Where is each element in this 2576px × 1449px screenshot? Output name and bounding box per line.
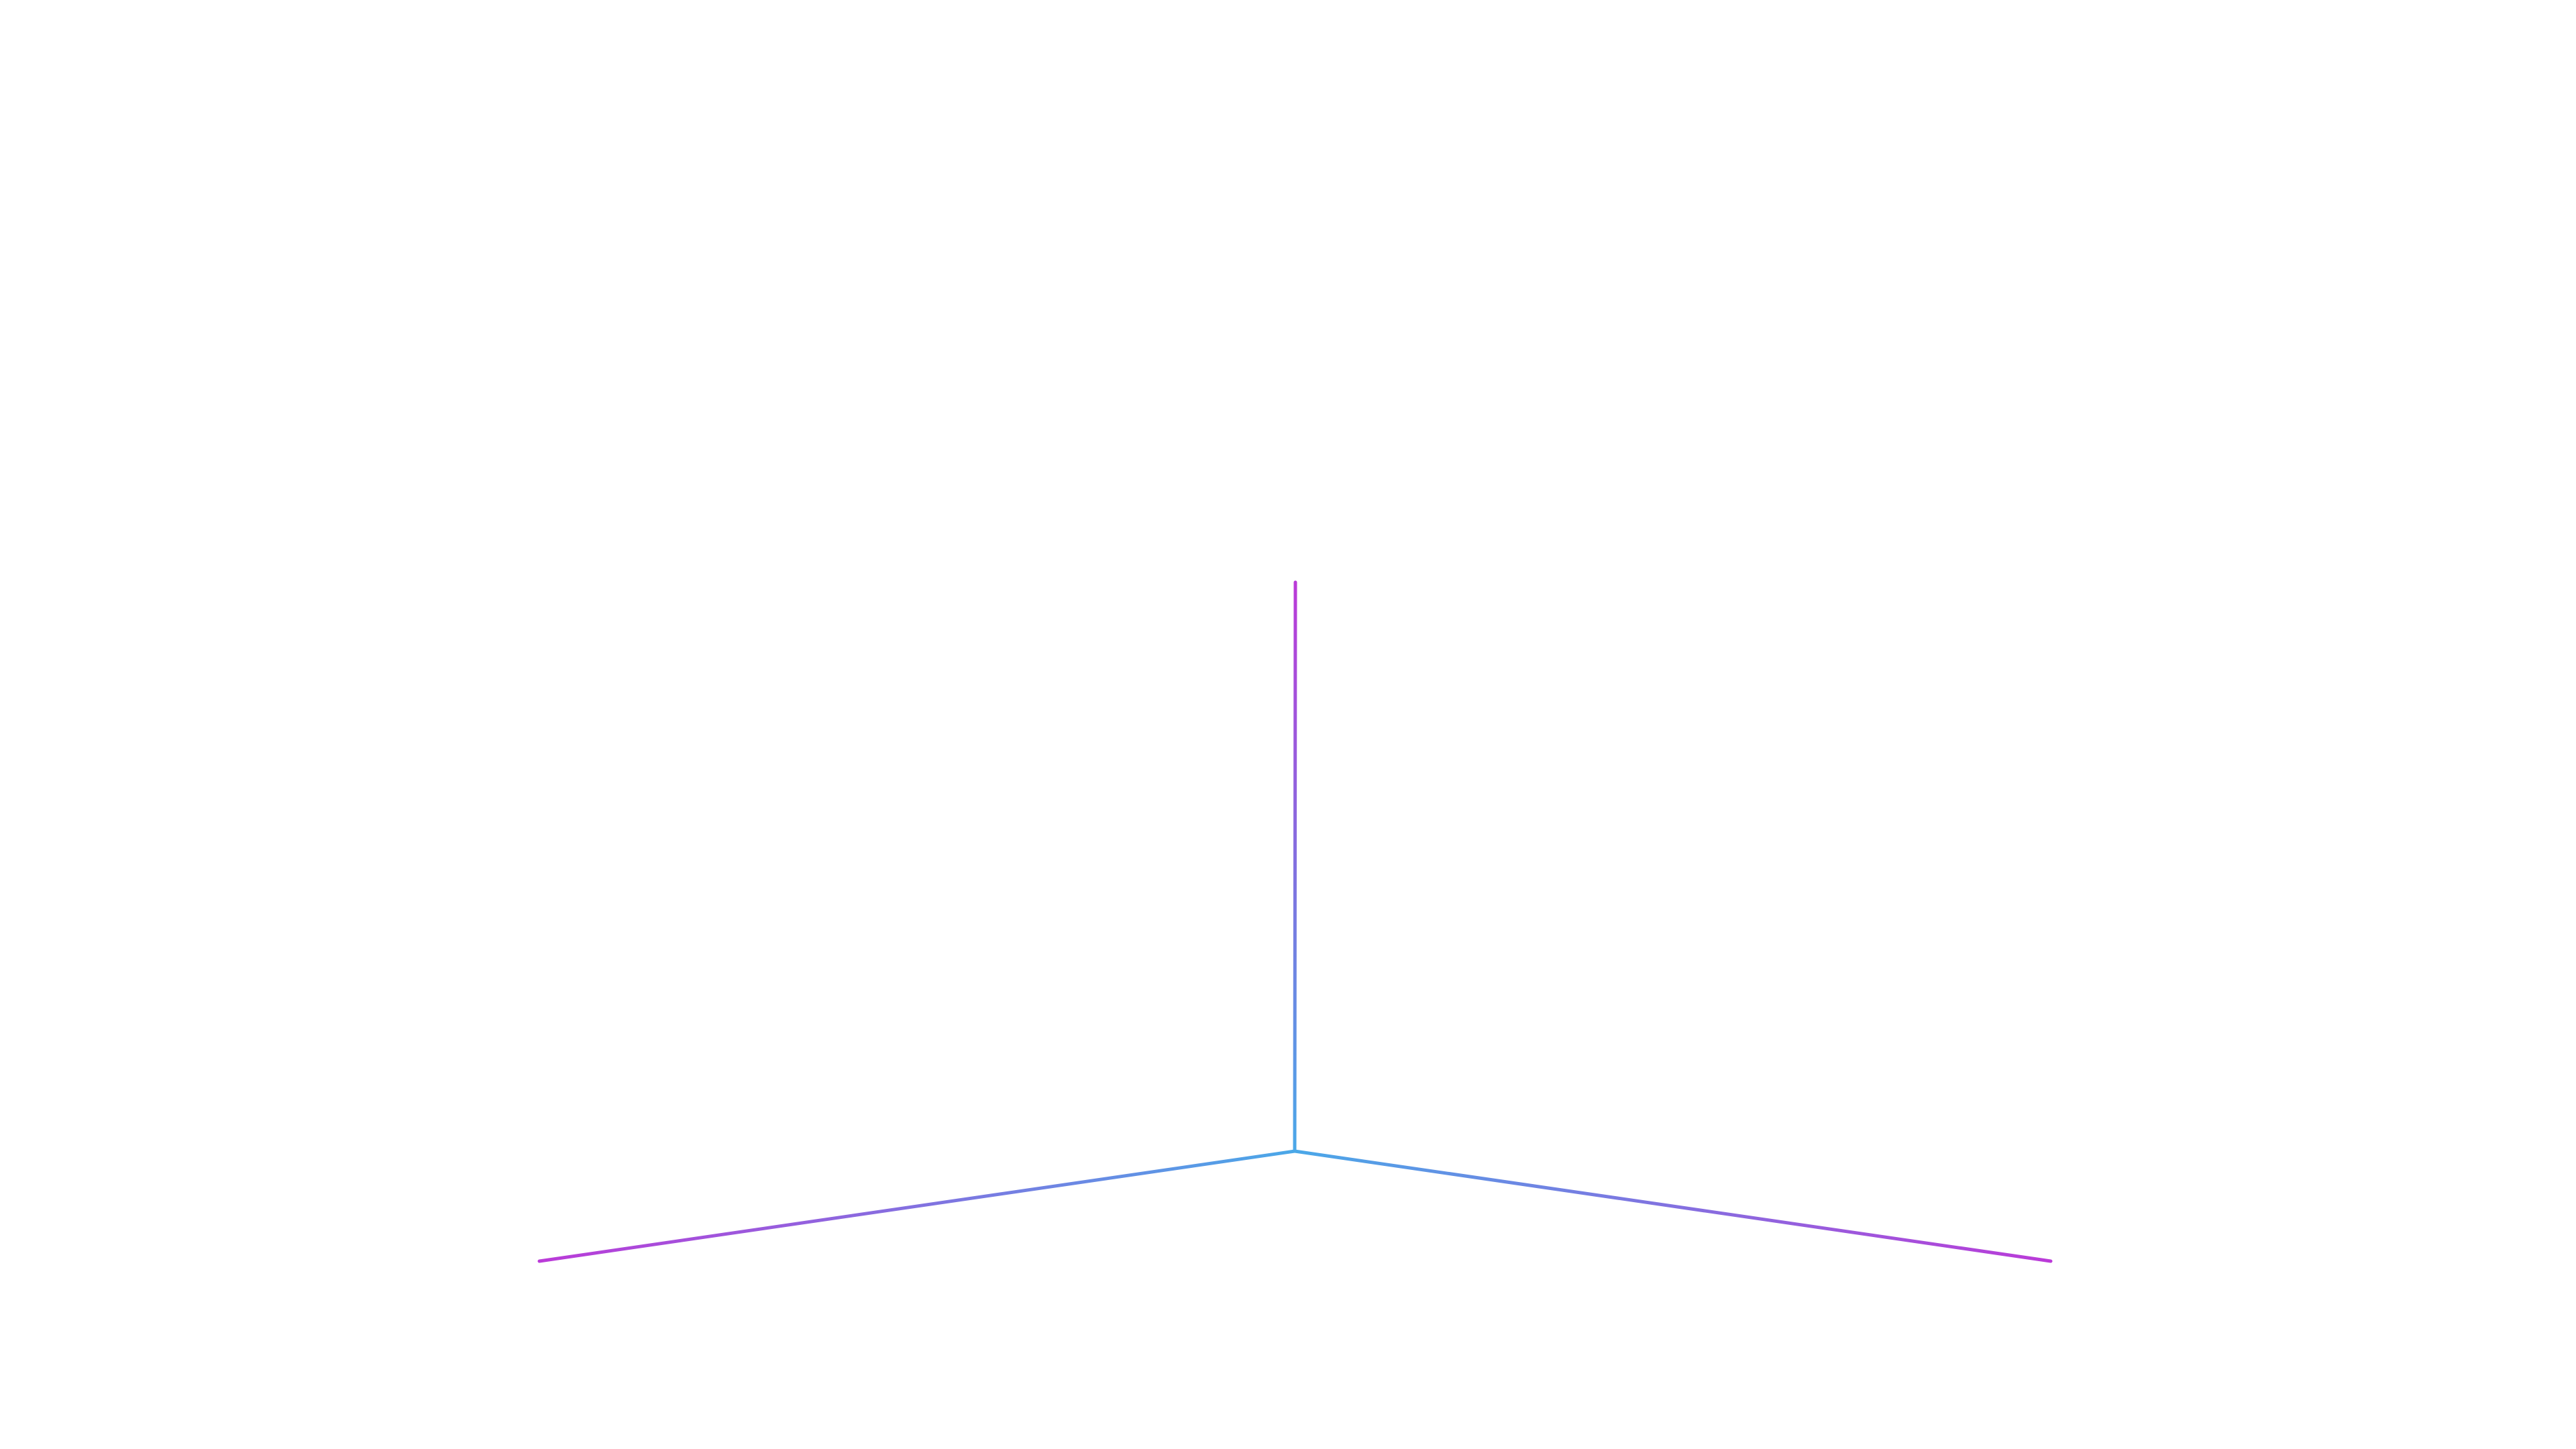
left-axis-line — [537, 1149, 1297, 1263]
right-axis-line — [1293, 1149, 2053, 1263]
